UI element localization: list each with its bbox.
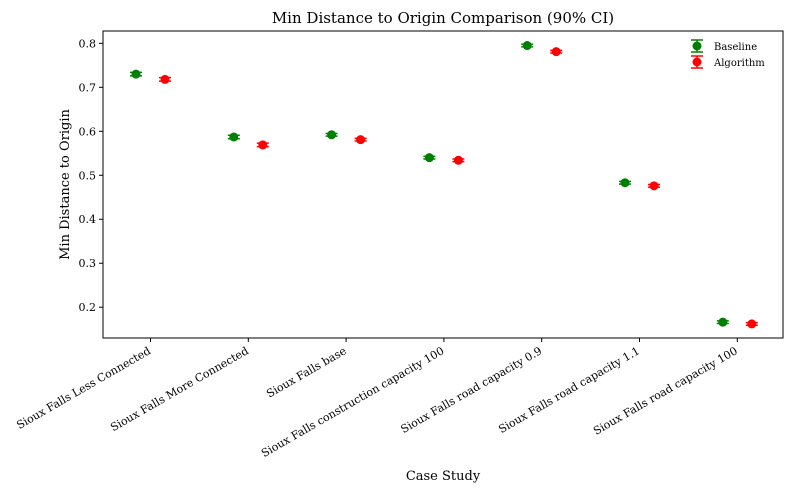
chart-title: Min Distance to Origin Comparison (90% C… — [272, 9, 614, 27]
y-tick-label: 0.8 — [79, 37, 97, 50]
y-tick-label: 0.3 — [79, 257, 97, 270]
data-point-baseline — [229, 132, 239, 142]
data-point-baseline — [620, 178, 630, 188]
data-point-algorithm — [551, 47, 561, 57]
y-tick-label: 0.2 — [79, 301, 97, 314]
y-tick-label: 0.7 — [79, 81, 97, 94]
y-axis-title: Min Distance to Origin — [58, 109, 73, 260]
data-point-baseline — [718, 317, 728, 327]
y-tick-label: 0.4 — [79, 213, 97, 226]
data-point-algorithm — [258, 140, 268, 150]
data-point-algorithm — [356, 135, 366, 145]
data-point-baseline — [424, 153, 434, 163]
data-point-algorithm — [453, 155, 463, 165]
data-point-algorithm — [160, 74, 170, 84]
y-tick-label: 0.6 — [79, 125, 97, 138]
legend: Baseline Algorithm — [691, 39, 765, 69]
legend-label-algorithm: Algorithm — [713, 58, 765, 69]
legend-swatch-marker — [692, 57, 702, 67]
data-point-baseline — [327, 130, 337, 140]
x-axis-title: Case Study — [406, 469, 481, 484]
data-point-algorithm — [747, 319, 757, 329]
legend-swatch-marker — [692, 41, 702, 51]
data-marks — [130, 41, 758, 329]
y-axis: 0.2 0.3 0.4 0.5 0.6 0.7 0.8 — [79, 37, 103, 314]
legend-label-baseline: Baseline — [714, 42, 757, 53]
plot-area-frame — [102, 30, 784, 339]
data-point-algorithm — [649, 181, 659, 191]
data-point-baseline — [522, 41, 532, 51]
data-point-baseline — [131, 69, 141, 79]
y-tick-label: 0.5 — [79, 169, 97, 182]
